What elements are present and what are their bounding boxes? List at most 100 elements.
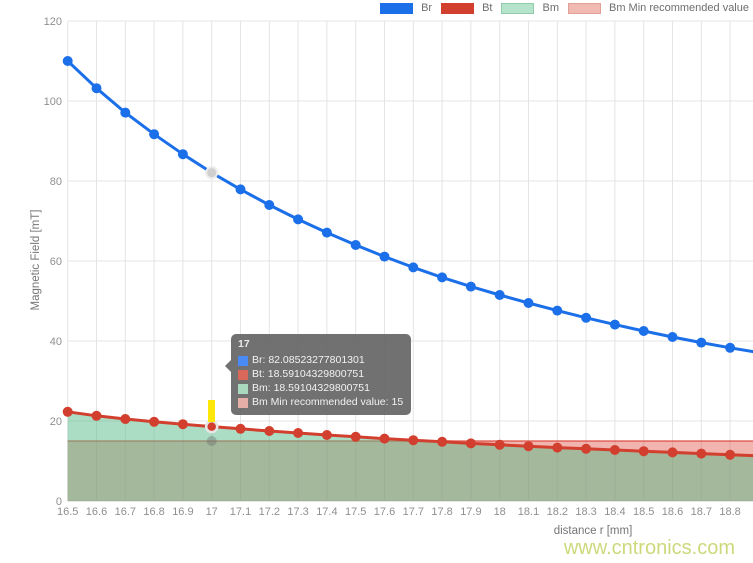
tooltip-row-swatch — [238, 397, 248, 408]
bt-point[interactable] — [552, 442, 563, 453]
hover-indicator-bar — [208, 400, 215, 422]
bt-point[interactable] — [638, 446, 649, 457]
bt-point[interactable] — [350, 431, 361, 442]
br-point[interactable] — [552, 305, 563, 316]
bt-point[interactable] — [62, 406, 73, 417]
br-point[interactable] — [62, 56, 73, 66]
br-point[interactable] — [465, 281, 476, 292]
x-tick-label: 17.2 — [259, 506, 280, 518]
bt-point[interactable] — [408, 435, 419, 446]
legend-swatch-br — [380, 3, 414, 14]
legend-label: Br — [421, 2, 433, 14]
tooltip-row: Bm Min recommended value: 15 — [238, 396, 403, 409]
x-tick-label: 16.9 — [172, 506, 193, 518]
bt-point[interactable] — [465, 438, 476, 449]
legend-label: Bt — [482, 2, 493, 14]
x-axis-title: distance r [mm] — [553, 525, 633, 537]
bt-point[interactable] — [235, 423, 246, 434]
br-point[interactable] — [149, 129, 160, 140]
bt-point[interactable] — [120, 414, 131, 424]
x-tick-label: 18.6 — [662, 506, 683, 518]
br-point[interactable] — [494, 290, 505, 300]
y-tick-label: 40 — [50, 336, 62, 348]
legend-item-bt[interactable]: Bt — [441, 2, 492, 15]
br-point[interactable] — [581, 312, 592, 323]
br-point[interactable] — [696, 337, 707, 348]
bt-point[interactable] — [149, 416, 160, 427]
tooltip-row-text: Bm: 18.59104329800751 — [252, 382, 370, 394]
x-tick-label: 16.7 — [115, 506, 136, 518]
bt-point[interactable] — [264, 426, 275, 436]
legend-swatch-bm — [501, 3, 535, 14]
br-point[interactable] — [321, 227, 332, 238]
br-point[interactable] — [120, 107, 131, 118]
br-point[interactable] — [293, 214, 304, 225]
y-tick-label: 0 — [56, 496, 62, 508]
bt-point[interactable] — [667, 447, 678, 458]
legend-item-bm-min-recommended-value[interactable]: Bm Min recommended value — [567, 2, 749, 15]
bt-point[interactable] — [91, 410, 102, 421]
tooltip-title: 17 — [238, 338, 250, 350]
tooltip-row-swatch — [238, 383, 248, 394]
bt-hovered-point[interactable] — [204, 419, 219, 434]
br-point[interactable] — [725, 342, 736, 353]
bt-point[interactable] — [321, 430, 332, 440]
bt-point[interactable] — [379, 433, 390, 444]
br-point[interactable] — [264, 200, 275, 210]
x-tick-label: 16.6 — [86, 506, 107, 518]
x-tick-label: 18.2 — [547, 506, 568, 518]
x-tick-label: 18.8 — [719, 506, 740, 518]
bt-point[interactable] — [293, 428, 304, 438]
br-point[interactable] — [667, 332, 678, 342]
bt-point[interactable] — [696, 448, 707, 459]
x-tick-label: 18 — [494, 506, 506, 518]
legend-item-bm[interactable]: Bm — [501, 2, 559, 15]
br-point[interactable] — [437, 272, 448, 283]
tooltip-row-text: Br: 82.08523277801301 — [252, 354, 365, 366]
x-tick-label: 17.7 — [403, 506, 424, 518]
br-point[interactable] — [235, 184, 246, 195]
legend-item-br[interactable]: Br — [380, 2, 432, 15]
bm-min-hovered-point[interactable] — [206, 436, 217, 446]
legend-label: Bm Min recommended value — [608, 2, 749, 14]
legend-label: Bm — [542, 2, 559, 14]
y-tick-label: 80 — [50, 176, 62, 188]
bt-point[interactable] — [437, 436, 448, 447]
x-tick-label: 18.4 — [604, 506, 625, 518]
tooltip: 17 Br: 82.08523277801301 Bt: 18.591043298… — [225, 334, 412, 415]
br-point[interactable] — [350, 240, 361, 250]
bt-point[interactable] — [494, 439, 505, 450]
br-hovered-point[interactable] — [205, 166, 219, 180]
legend: Br Bt Bm Bm Min recommended value — [371, 2, 749, 15]
x-tick-label: 16.8 — [143, 506, 164, 518]
tooltip-row: Bm: 18.59104329800751 — [238, 382, 403, 395]
y-tick-label: 120 — [44, 16, 62, 28]
x-tick-label: 17.8 — [431, 506, 452, 518]
bt-point[interactable] — [725, 449, 736, 460]
br-point[interactable] — [638, 326, 649, 336]
br-point[interactable] — [408, 262, 419, 273]
x-tick-label: 18.7 — [691, 506, 712, 518]
x-tick-label: 17.6 — [374, 506, 395, 518]
bt-point[interactable] — [609, 445, 620, 455]
y-tick-label: 20 — [50, 416, 62, 428]
br-point[interactable] — [91, 83, 102, 94]
br-point[interactable] — [609, 319, 620, 330]
tooltip-row-text: Bt: 18.59104329800751 — [252, 368, 365, 380]
br-point[interactable] — [379, 251, 390, 262]
y-tick-label: 100 — [44, 96, 62, 108]
bm-area — [67, 411, 753, 501]
tooltip-row-swatch — [238, 355, 248, 366]
tooltip-row: Bt: 18.59104329800751 — [238, 368, 403, 381]
bt-point[interactable] — [177, 419, 188, 430]
br-point[interactable] — [523, 298, 534, 308]
br-point[interactable] — [177, 149, 188, 160]
x-tick-label: 17 — [206, 506, 218, 518]
bt-point[interactable] — [523, 441, 534, 452]
tooltip-caret — [225, 360, 231, 372]
x-tick-label: 17.1 — [230, 506, 251, 518]
legend-swatch-bm-min-recommended-value — [567, 3, 601, 14]
bt-point[interactable] — [581, 443, 592, 454]
